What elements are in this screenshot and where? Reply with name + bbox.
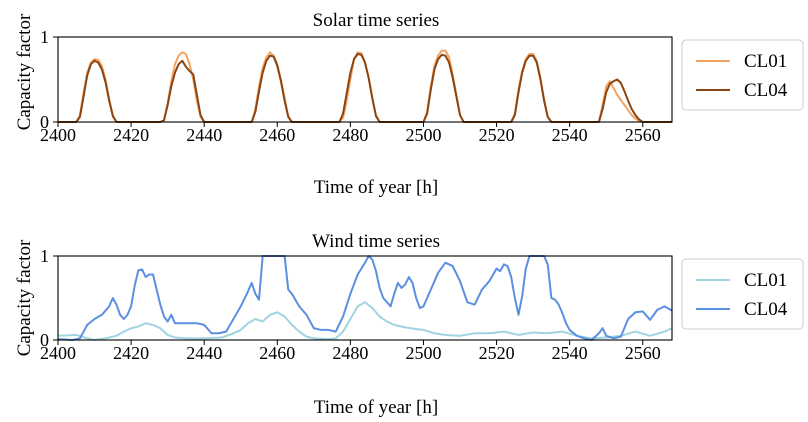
legend: CL01 CL04 <box>681 258 804 330</box>
series-line-cl04 <box>58 255 672 341</box>
y-tick-label: 1 <box>40 246 49 266</box>
x-tick-label: 2400 <box>40 343 76 363</box>
x-tick-label: 2420 <box>113 125 149 145</box>
series-line-cl04 <box>58 53 672 123</box>
x-tick-label: 2520 <box>479 125 515 145</box>
y-tick-label: 0 <box>40 112 49 132</box>
x-tick-label: 2400 <box>40 125 76 145</box>
series-group <box>58 255 672 341</box>
x-axis-label: Time of year [h] <box>314 397 438 418</box>
x-tick-label: 2420 <box>113 343 149 363</box>
axes-frame <box>57 36 673 123</box>
axes-frame <box>57 255 673 341</box>
x-tick-label: 2440 <box>186 125 222 145</box>
x-tick-label: 2560 <box>625 125 661 145</box>
x-tick-label: 2520 <box>479 343 515 363</box>
legend-label-cl01: CL01 <box>744 51 787 72</box>
x-tick-label: 2500 <box>405 125 441 145</box>
legend: CL01 CL04 <box>681 39 804 111</box>
x-axis-label: Time of year [h] <box>314 177 438 198</box>
plot-area: 2400 2420 2440 2460 2480 2500 2520 2540 2560 0 1 CL… <box>40 27 804 145</box>
y-tick-label: 0 <box>40 330 49 350</box>
y-tick-label: 1 <box>40 27 49 47</box>
x-tick-label: 2480 <box>332 125 368 145</box>
x-tick-label: 2460 <box>259 343 295 363</box>
solar-chart-panel: Solar time series Capacity factor Time o… <box>14 10 804 198</box>
x-tick-label: 2540 <box>552 343 588 363</box>
wind-chart-panel: Wind time series Capacity factor Time of… <box>14 231 804 418</box>
legend-box <box>681 258 804 330</box>
chart-title: Wind time series <box>312 231 440 252</box>
y-axis-label: Capacity factor <box>14 239 35 356</box>
legend-box <box>681 39 804 111</box>
x-tick-label: 2540 <box>552 125 588 145</box>
x-tick-label: 2560 <box>625 343 661 363</box>
y-axis-label: Capacity factor <box>14 13 35 130</box>
series-group <box>58 49 672 123</box>
series-line-cl01 <box>58 301 672 341</box>
x-tick-label: 2440 <box>186 343 222 363</box>
legend-label-cl04: CL04 <box>744 80 788 101</box>
legend-label-cl04: CL04 <box>744 299 788 320</box>
x-tick-label: 2500 <box>405 343 441 363</box>
legend-label-cl01: CL01 <box>744 270 787 291</box>
plot-area: 2400 2420 2440 2460 2480 2500 2520 2540 2560 0 1 CL… <box>40 246 804 363</box>
x-tick-label: 2460 <box>259 125 295 145</box>
x-tick-label: 2480 <box>332 343 368 363</box>
chart-title: Solar time series <box>313 10 440 31</box>
